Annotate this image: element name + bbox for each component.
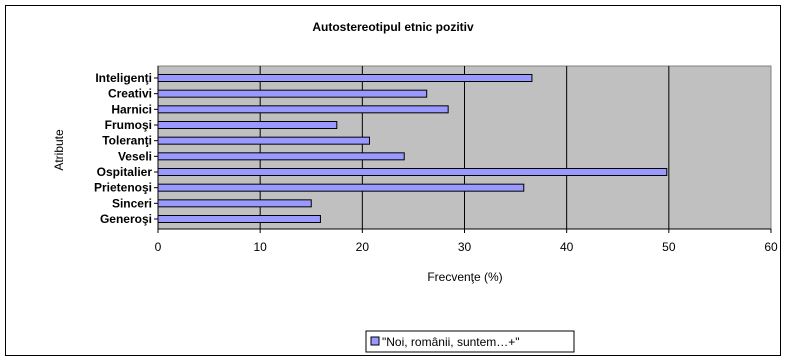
- chart-title: Autostereotipul etnic pozitiv: [312, 20, 474, 34]
- bar: [157, 136, 370, 145]
- x-tick-label: 20: [356, 240, 370, 254]
- bar: [157, 183, 525, 192]
- bar: [157, 105, 449, 114]
- bar: [157, 121, 338, 129]
- category-label: Prietenoşi: [94, 181, 152, 195]
- x-tick-label: 0: [155, 240, 162, 254]
- x-tick-label: 10: [253, 240, 267, 254]
- bar: [157, 89, 428, 98]
- bars: [157, 74, 668, 223]
- category-label: Inteligenţi: [95, 71, 152, 85]
- bar: [157, 215, 321, 223]
- x-tick-label: 60: [764, 240, 778, 254]
- bar: [157, 168, 668, 176]
- legend-label: "Noi, românii, suntem…+": [382, 335, 520, 349]
- legend: "Noi, românii, suntem…+": [365, 330, 575, 353]
- category-label: Sinceri: [112, 196, 152, 210]
- category-label: Veseli: [118, 149, 152, 163]
- x-tick-label: 50: [662, 240, 676, 254]
- legend-swatch: [370, 336, 380, 346]
- category-label: Ospitalier: [97, 165, 153, 179]
- x-tick-labels: 0 10 20 30 40 50 60: [155, 240, 778, 254]
- category-label: Harnici: [111, 102, 152, 116]
- category-label: Creativi: [108, 87, 152, 101]
- x-tick-label: 40: [560, 240, 574, 254]
- x-axis-label: Frecvenţe (%): [427, 270, 502, 284]
- bar: [157, 199, 312, 208]
- bar: [157, 152, 405, 161]
- category-label: Frumoşi: [105, 118, 152, 132]
- category-label: Generoşi: [100, 212, 152, 226]
- legend-box: [365, 330, 575, 353]
- y-axis-label: Atribute: [52, 129, 66, 171]
- x-tick-label: 30: [458, 240, 472, 254]
- bar: [157, 74, 533, 82]
- category-label: Toleranţi: [102, 134, 152, 148]
